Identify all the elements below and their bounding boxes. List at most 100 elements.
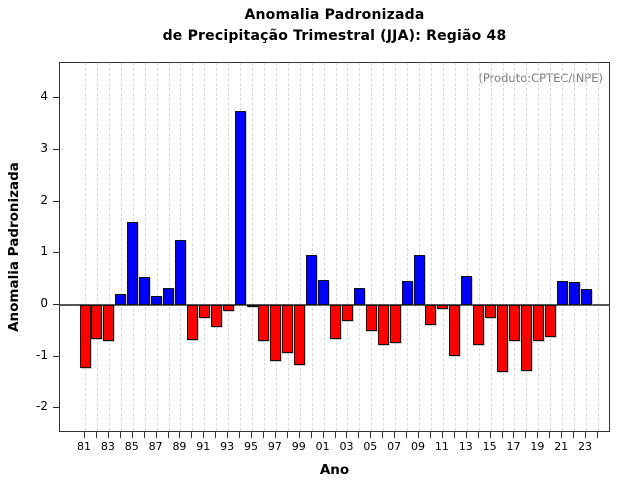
- bar-1994: [234, 111, 246, 305]
- gridline-1993: [228, 63, 230, 431]
- y-tick-label-0: 0: [40, 296, 48, 310]
- x-tick-1992: [215, 432, 217, 438]
- x-tick-label-95: 95: [244, 440, 259, 453]
- y-tick-label-3: 3: [40, 140, 48, 155]
- bar-2016: [497, 305, 509, 373]
- y-tick-label-4: 4: [40, 89, 48, 104]
- x-tick-label-99: 99: [291, 440, 306, 453]
- gridline-2020: [550, 63, 552, 431]
- x-tick-2011: [441, 432, 443, 438]
- bar-2006: [377, 305, 389, 346]
- x-tick-label-81: 81: [77, 440, 91, 453]
- y-tick-1: [53, 252, 59, 254]
- x-tick-label-19: 19: [530, 440, 545, 453]
- y-tick-0: [53, 304, 59, 305]
- chart-title-line2: de Precipitação Trimestral (JJA): Região…: [162, 28, 507, 44]
- bar-2002: [330, 305, 342, 339]
- x-tick-label-87: 87: [148, 440, 163, 453]
- gridline-1982: [96, 63, 98, 431]
- bar-1995: [246, 305, 258, 307]
- gridline-1998: [287, 63, 289, 431]
- x-tick-label-01: 01: [315, 440, 330, 453]
- x-tick-1986: [143, 432, 145, 438]
- x-tick-2004: [358, 432, 360, 438]
- x-tick-1993: [227, 432, 229, 438]
- produto-annotation: (Produto:CPTEC/INPE): [478, 71, 603, 85]
- bar-1997: [270, 305, 282, 361]
- x-tick-label-97: 97: [267, 440, 282, 453]
- x-tick-1999: [298, 432, 300, 438]
- x-tick-label-05: 05: [363, 440, 378, 453]
- gridline-2004: [359, 63, 361, 431]
- bar-1986: [139, 277, 151, 305]
- bar-1998: [282, 305, 294, 353]
- x-tick-1990: [191, 432, 193, 438]
- gridline-1996: [263, 63, 265, 431]
- x-tick-2009: [418, 432, 420, 438]
- x-tick-2016: [501, 432, 503, 438]
- bar-2012: [449, 305, 461, 356]
- bar-1990: [186, 305, 198, 341]
- bar-2011: [437, 305, 449, 309]
- x-tick-1998: [286, 432, 288, 438]
- y-tick-label--2: -2: [36, 399, 48, 414]
- bar-2007: [389, 305, 401, 344]
- gridline-1988: [168, 63, 170, 431]
- x-tick-label-09: 09: [411, 440, 426, 453]
- bar-1993: [222, 305, 234, 312]
- gridline-2024: [597, 63, 599, 431]
- x-tick-label-93: 93: [220, 440, 235, 453]
- x-tick-2008: [406, 432, 408, 438]
- bar-2019: [532, 305, 544, 342]
- x-tick-2010: [429, 432, 431, 438]
- y-tick--2: [53, 407, 59, 409]
- gridline-2001: [323, 63, 325, 431]
- y-tick-2: [53, 200, 59, 202]
- x-tick-label-11: 11: [434, 440, 449, 453]
- gridline-2009: [419, 63, 421, 431]
- x-tick-2018: [525, 432, 527, 438]
- x-tick-1983: [107, 432, 109, 438]
- x-tick-label-03: 03: [339, 440, 354, 453]
- x-tick-label-91: 91: [196, 440, 211, 453]
- x-tick-1997: [274, 432, 276, 438]
- bar-1983: [103, 305, 115, 342]
- bar-1987: [151, 295, 163, 305]
- x-tick-2013: [465, 432, 467, 438]
- x-tick-1984: [119, 432, 121, 438]
- x-tick-2019: [537, 432, 539, 438]
- gridline-1992: [216, 63, 218, 431]
- y-tick-label--1: -1: [36, 347, 48, 362]
- gridline-1991: [204, 63, 206, 431]
- bar-1989: [174, 240, 186, 305]
- bar-2013: [461, 276, 473, 305]
- gridline-2011: [442, 63, 444, 431]
- x-tick-label-23: 23: [578, 440, 593, 453]
- gridline-2008: [407, 63, 409, 431]
- x-tick-2003: [346, 432, 348, 438]
- bar-1999: [294, 305, 306, 366]
- x-tick-label-07: 07: [387, 440, 402, 453]
- y-tick-label-1: 1: [40, 244, 48, 259]
- x-tick-2015: [489, 432, 491, 438]
- gridline-2007: [395, 63, 397, 431]
- gridline-1983: [108, 63, 110, 431]
- bar-1996: [258, 305, 270, 342]
- gridline-2012: [454, 63, 456, 431]
- gridline-1981: [85, 63, 86, 431]
- bar-2020: [544, 305, 556, 338]
- x-tick-label-83: 83: [100, 440, 115, 453]
- gridline-2018: [526, 63, 528, 431]
- bar-2015: [485, 305, 497, 318]
- gridline-2005: [371, 63, 373, 431]
- bar-2000: [306, 254, 318, 305]
- bar-2014: [473, 305, 485, 345]
- bar-2008: [401, 281, 413, 305]
- x-tick-1982: [95, 432, 97, 438]
- x-tick-label-15: 15: [482, 440, 497, 453]
- x-tick-label-17: 17: [506, 440, 521, 453]
- gridline-1984: [120, 63, 122, 431]
- x-tick-2024: [596, 432, 598, 438]
- gridline-2006: [383, 63, 385, 431]
